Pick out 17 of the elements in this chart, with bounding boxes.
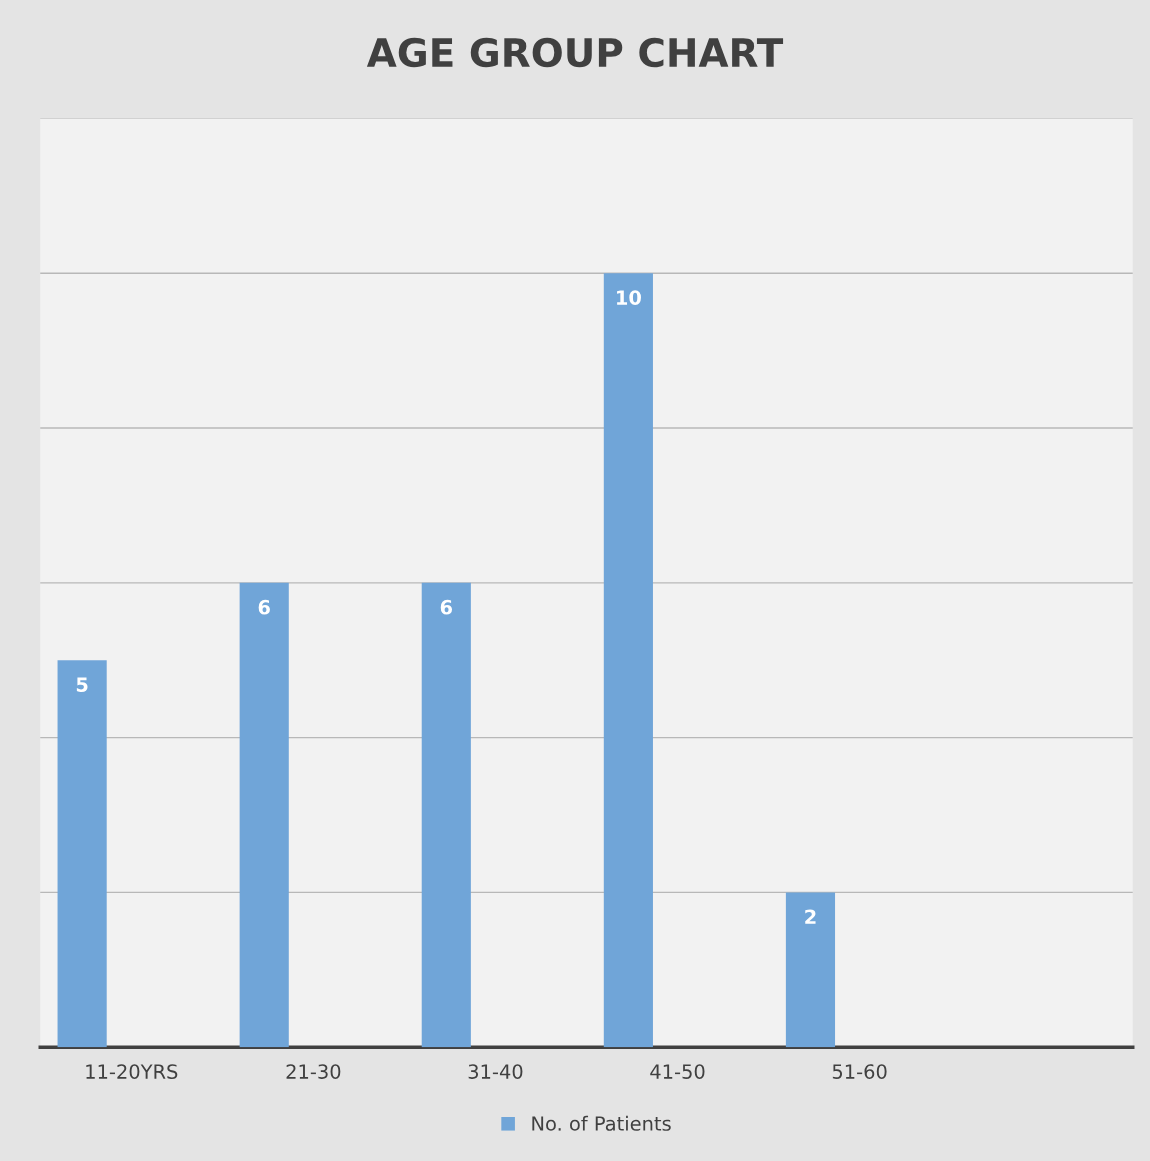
data-label: 6 [258, 599, 270, 615]
x-tick-label: 21-30 [286, 1064, 341, 1079]
data-label: 5 [76, 677, 88, 692]
data-label: 2 [805, 909, 816, 924]
bar [603, 273, 653, 1048]
x-tick-label: 51-60 [832, 1064, 887, 1079]
x-tick-label: 41-50 [650, 1064, 705, 1079]
chart-title: AGE GROUP CHART [366, 37, 784, 68]
data-label: 10 [617, 290, 641, 305]
bar [239, 582, 289, 1048]
bar [785, 892, 836, 1048]
bar [421, 582, 471, 1048]
data-label: 6 [440, 599, 453, 615]
x-tick-label: 11-20YRS [86, 1064, 178, 1079]
x-tick-label: 31-40 [468, 1064, 523, 1079]
bar [57, 660, 107, 1048]
legend-label: No. of Patients [532, 1115, 671, 1131]
